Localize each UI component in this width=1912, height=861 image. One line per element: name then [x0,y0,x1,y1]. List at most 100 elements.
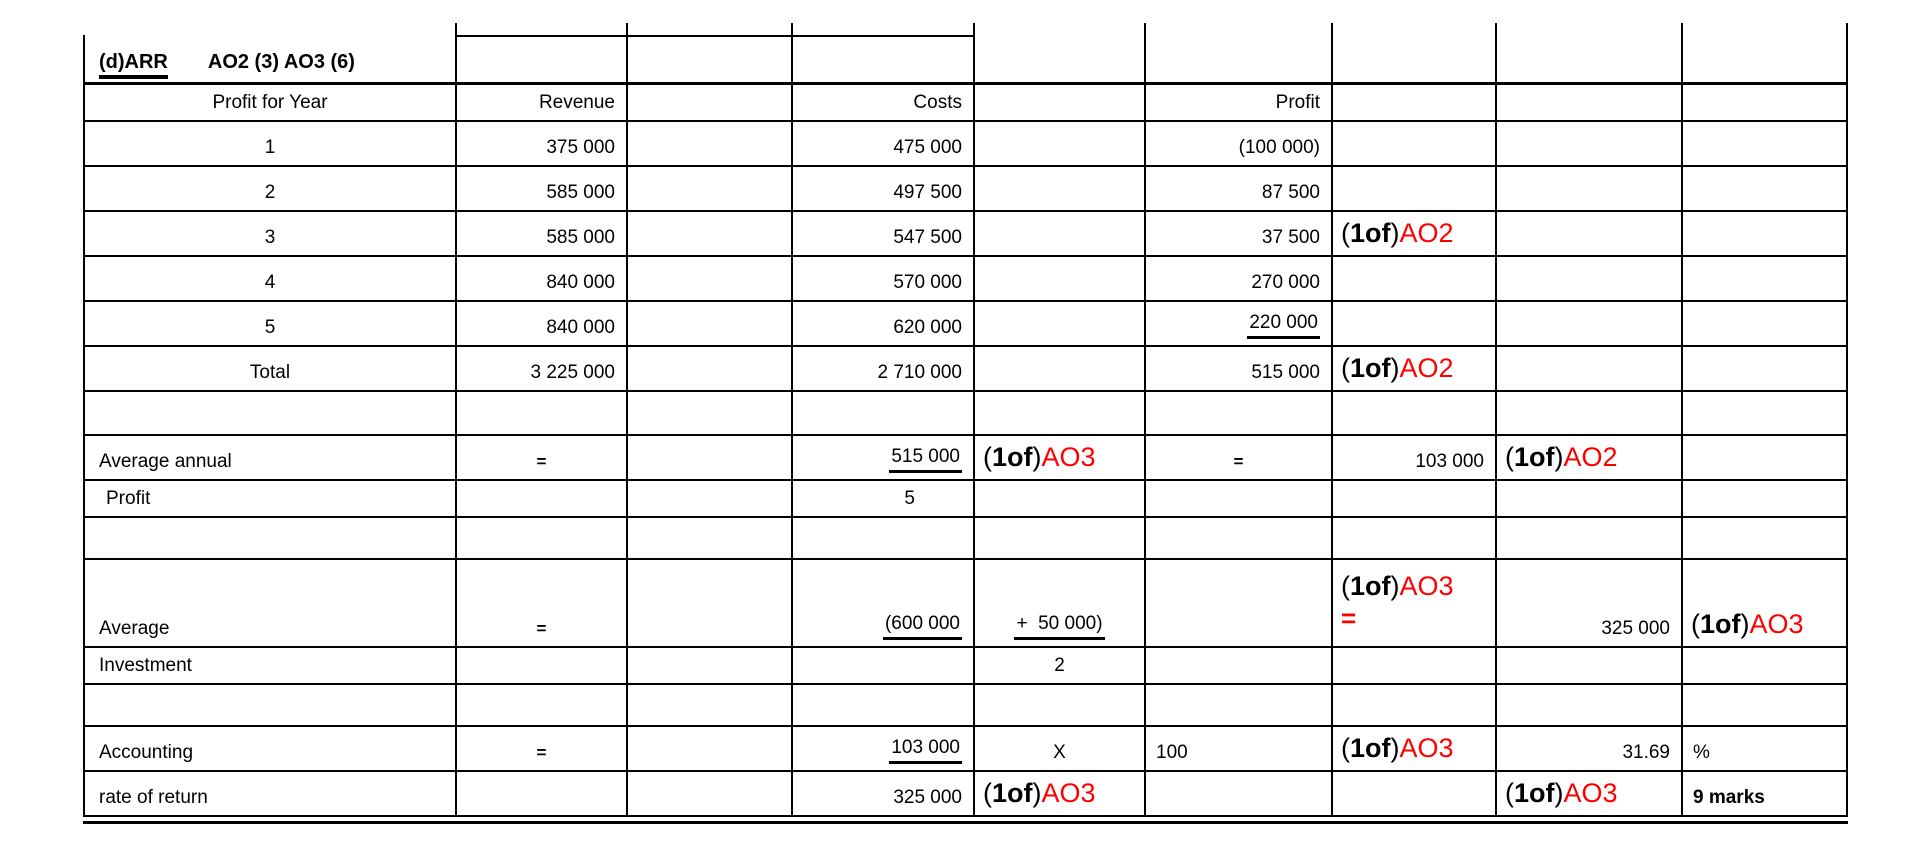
year-2-profit: 87 500 [1146,167,1333,212]
year-3-revenue: 585 000 [457,212,628,257]
red-equals: = [1341,602,1357,633]
row-year-4: 4 840 000 570 000 270 000 [83,257,1848,302]
year-5-profit: 220 000 [1146,302,1333,347]
empty-cell [1683,481,1848,518]
empty-cell [1497,167,1683,212]
empty-cell [793,35,975,85]
empty-cell [83,685,457,727]
year-2-revenue: 585 000 [457,167,628,212]
row-header: (d)ARR AO2 (3) AO3 (6) [83,35,1848,85]
empty-cell [628,85,793,122]
assessment-objectives: AO2 (3) AO3 (6) [207,51,355,73]
year-4-profit: 270 000 [1146,257,1333,302]
empty-cell [628,772,793,817]
arr-result: 31.69 [1497,727,1683,772]
empty-cell [628,481,793,518]
empty-cell [1333,481,1497,518]
average-annual-denominator: 5 [793,481,975,518]
year-2-label: 2 [83,167,457,212]
empty-cell [83,518,457,560]
examiner-mark-annotation: (1of)AO3 [1341,571,1454,602]
total-label: Total [83,347,457,392]
section-header-cell: (d)ARR AO2 (3) AO3 (6) [83,35,457,85]
row-spacer-3 [83,685,1848,727]
underlined-value: 515 000 [889,446,962,473]
empty-cell [1497,35,1683,85]
empty-cell [1497,122,1683,167]
row-column-headers: Profit for Year Revenue Costs Profit [83,85,1848,122]
empty-cell [457,648,628,685]
equals-cell: = [457,560,628,648]
empty-cell [1497,518,1683,560]
arr-hundred: 100 [1146,727,1333,772]
empty-cell [975,392,1146,436]
empty-cell [1333,302,1497,347]
average-investment-label: Average [83,560,457,648]
empty-cell [1497,85,1683,122]
mark-cell-arr-result: (1of)AO3 [1497,772,1683,817]
empty-cell [628,436,793,481]
year-2-costs: 497 500 [793,167,975,212]
annotation-line-2: = [1341,603,1495,634]
examiner-mark-annotation: (1of)AO2 [1341,217,1454,248]
empty-cell [1683,85,1848,122]
mark-cell-average-investment-result: (1of)AO3 [1683,560,1848,648]
empty-cell [1683,685,1848,727]
arr-denominator: 325 000 [793,772,975,817]
row-spacer-1 [83,392,1848,436]
empty-cell [1333,648,1497,685]
equals-cell: = [457,727,628,772]
average-investment-numerator-close: + 50 000) [975,560,1146,648]
empty-cell [1497,347,1683,392]
row-investment-label: Investment 2 [83,648,1848,685]
empty-cell [1333,23,1497,35]
empty-cell [1333,257,1497,302]
examiner-mark-annotation: (1of)AO3 [983,441,1096,472]
mark-cell-average-annual: (1of)AO3 [975,436,1146,481]
empty-cell [83,23,457,35]
col-header-item: Profit for Year [83,85,457,122]
empty-cell [975,685,1146,727]
arr-percent: % [1683,727,1848,772]
empty-cell [457,23,628,35]
row-year-3: 3 585 000 547 500 37 500 (1of)AO2 [83,212,1848,257]
mark-cell-average-annual-result: (1of)AO2 [1497,436,1683,481]
year-3-costs: 547 500 [793,212,975,257]
arr-mark-scheme-table: (d)ARR AO2 (3) AO3 (6) Profit for Year Re… [83,23,1848,817]
empty-cell [628,648,793,685]
empty-cell [1333,772,1497,817]
empty-cell [975,167,1146,212]
empty-cell [1146,518,1333,560]
marks-total: 9 marks [1683,772,1848,817]
empty-cell [793,648,975,685]
average-annual-label: Average annual [83,436,457,481]
empty-cell [1497,648,1683,685]
empty-cell [1333,518,1497,560]
empty-cell [793,685,975,727]
row-average-annual: Average annual = 515 000 (1of)AO3 = 103 … [83,436,1848,481]
empty-cell [1497,392,1683,436]
empty-cell [1146,23,1333,35]
empty-cell [793,392,975,436]
empty-cell [975,85,1146,122]
empty-cell [1146,35,1333,85]
underlined-value: + 50 000) [1014,613,1105,640]
empty-cell [83,392,457,436]
empty-cell [1683,518,1848,560]
empty-cell [457,392,628,436]
empty-cell [628,257,793,302]
empty-cell [1497,481,1683,518]
col-header-profit: Profit [1146,85,1333,122]
row-year-5: 5 840 000 620 000 220 000 [83,302,1848,347]
examiner-mark-annotation: (1of)AO3 [983,777,1096,808]
mark-cell-arr-denominator: (1of)AO3 [975,772,1146,817]
empty-cell [628,302,793,347]
empty-cell [1497,212,1683,257]
empty-cell [1146,772,1333,817]
underlined-value: 103 000 [889,737,962,764]
examiner-mark-annotation: (1of)AO3 [1505,777,1618,808]
empty-cell [793,518,975,560]
empty-cell [1683,257,1848,302]
empty-cell [975,302,1146,347]
year-5-costs: 620 000 [793,302,975,347]
